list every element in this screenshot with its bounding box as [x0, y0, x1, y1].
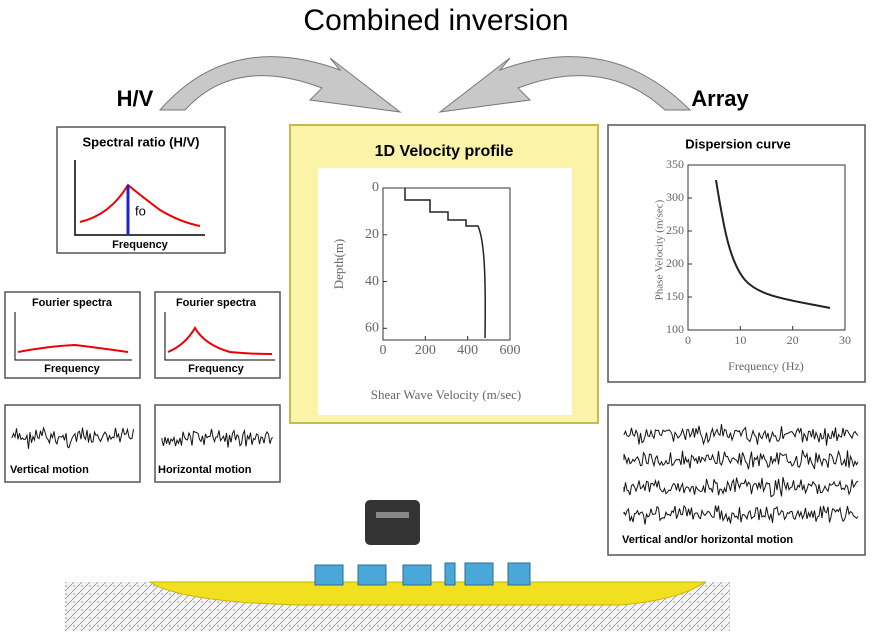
x-tick-label: 30 — [839, 333, 851, 347]
y-tick-label: 20 — [365, 227, 379, 242]
axes — [164, 312, 275, 361]
trace — [623, 504, 859, 525]
trace — [623, 449, 859, 470]
panel-label: Vertical motion — [10, 464, 89, 476]
y-tick-label: 60 — [365, 321, 379, 336]
waveform — [161, 428, 274, 448]
curve — [715, 179, 831, 309]
recorder — [365, 500, 420, 545]
y-tick-label: 250 — [666, 223, 684, 237]
panel — [154, 291, 281, 379]
panel-title: Dispersion curve — [685, 136, 791, 151]
plot-bg — [318, 168, 572, 415]
plot-frame — [382, 187, 511, 341]
x-tick-label: 20 — [787, 333, 799, 347]
y-tick-label: 0 — [372, 180, 379, 195]
axes — [14, 312, 132, 361]
x-tick-label: 0 — [380, 343, 387, 358]
waveform — [11, 426, 134, 449]
trace — [623, 477, 859, 498]
arrow-right — [438, 56, 692, 113]
x-tick-label: 200 — [415, 343, 436, 358]
axis-label: Frequency (Hz) — [728, 359, 804, 373]
plot-frame — [687, 164, 846, 331]
array-label: Array — [691, 86, 749, 111]
x-tick-label: 10 — [734, 333, 746, 347]
panel-title: Spectral ratio (H/V) — [82, 134, 199, 149]
axis-label: Shear Wave Velocity (m/sec) — [371, 387, 521, 402]
y-tick-label: 350 — [666, 157, 684, 171]
peak-label: fo — [135, 203, 146, 218]
trace — [161, 428, 274, 448]
panel-title: Fourier spectra — [176, 297, 257, 309]
y-tick-label: 100 — [666, 322, 684, 336]
curve — [79, 183, 201, 227]
y-tick-label: 300 — [666, 190, 684, 204]
recorder-slot — [376, 512, 409, 518]
trace — [11, 426, 134, 449]
ticks: 0 200 400 600 0 20 40 60 — [365, 180, 521, 358]
x-tick-label: 400 — [457, 343, 478, 358]
panel-label: Vertical and/or horizontal motion — [622, 534, 793, 546]
y-tick-label: 150 — [666, 289, 684, 303]
axis-label: Frequency — [44, 363, 101, 375]
title: Combined inversion — [303, 4, 568, 37]
axis-label: Frequency — [112, 239, 169, 251]
axis-label: Frequency — [188, 363, 245, 375]
hv-label: H/V — [117, 86, 154, 111]
y-tick-label: 40 — [365, 274, 379, 289]
curve — [404, 188, 486, 339]
axis-label: Depth(m) — [331, 239, 346, 290]
sensors — [314, 562, 531, 586]
x-tick-label: 600 — [500, 343, 521, 358]
panel — [56, 126, 226, 254]
panel-title: 1D Velocity profile — [375, 143, 514, 160]
trace — [623, 424, 859, 446]
axis-label: Phase Velocity (m/sec) — [654, 199, 666, 300]
ticks: 0 10 20 30 100 150 200 250 300 350 — [666, 157, 851, 347]
panel — [4, 291, 141, 379]
x-tick-label: 0 — [685, 333, 691, 347]
sediment — [148, 581, 707, 606]
y-tick-label: 200 — [666, 256, 684, 270]
axes — [74, 160, 205, 236]
panel — [607, 124, 866, 383]
curve — [17, 343, 129, 353]
curve — [167, 326, 273, 355]
panel-title: Fourier spectra — [32, 297, 113, 309]
arrow-left — [158, 56, 402, 113]
panel-label: Horizontal motion — [158, 464, 252, 476]
waveforms — [623, 424, 859, 525]
